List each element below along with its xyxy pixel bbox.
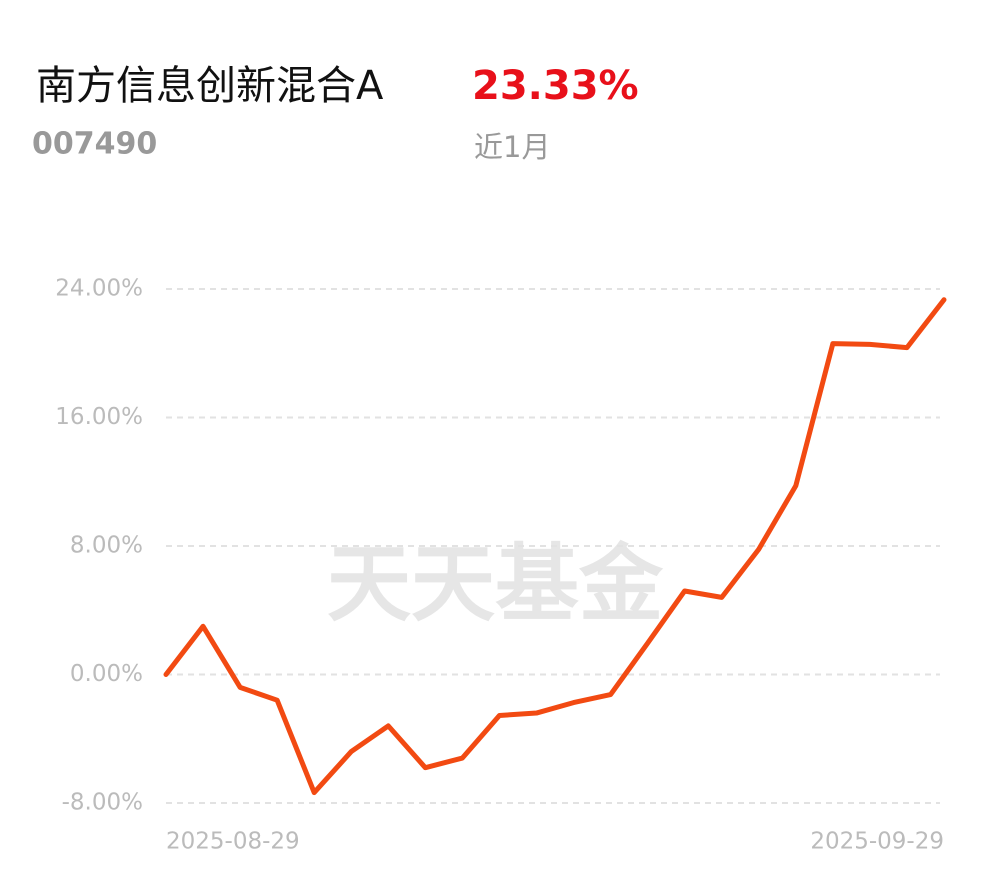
y-tick-label: 16.00% — [55, 404, 143, 430]
period: 近1月 — [474, 130, 550, 164]
y-tick-label: -8.00% — [62, 790, 143, 816]
headline-value: 23.33% — [472, 63, 639, 109]
y-tick-label: 0.00% — [70, 661, 143, 687]
line-series — [163, 297, 947, 796]
x-tick-label: 2025-08-29 — [166, 829, 300, 855]
chart-title: 南方信息创新混合A — [36, 63, 384, 109]
x-tick-label: 2025-09-29 — [810, 829, 944, 855]
y-tick-label: 24.00% — [55, 276, 143, 302]
y-tick-label: 8.00% — [70, 533, 143, 559]
watermark: 天天基金 — [327, 535, 664, 633]
fund-code: 007490 — [32, 127, 157, 162]
